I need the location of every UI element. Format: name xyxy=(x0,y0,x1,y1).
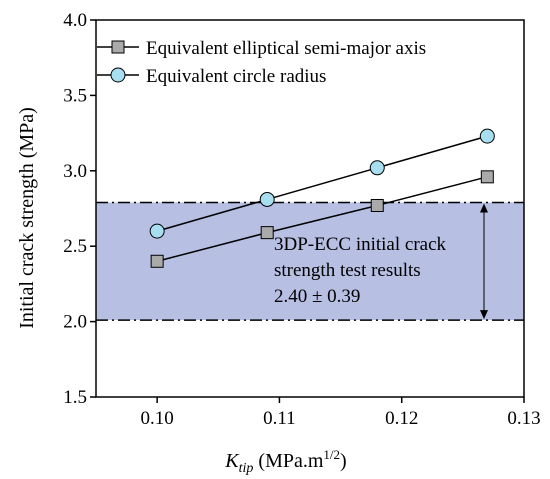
band-annotation: 3DP-ECC initial crack strength test resu… xyxy=(274,234,447,307)
series-markers xyxy=(149,128,495,268)
legend-marker-circle xyxy=(110,67,126,83)
series-lines xyxy=(156,135,488,263)
y-axis-label: Initial crack strength (MPa) xyxy=(16,107,38,329)
x-axis-label-rest: (MPa.m xyxy=(253,450,323,472)
x-tick-label-0: 0.10 xyxy=(141,408,174,429)
series-1-point-0 xyxy=(149,223,165,239)
y-tick-label-0: 1.5 xyxy=(63,387,87,408)
series-line-1 xyxy=(156,135,488,232)
x-axis-label-sub: tip xyxy=(239,461,254,476)
axis-ticks: 0.10 0.11 0.12 0.13 1.5 2.0 2.5 3.0 3.5 4.0 xyxy=(63,10,540,429)
plot-border xyxy=(95,19,525,398)
plot-frame xyxy=(95,19,525,398)
band-annotation-line-1: 3DP-ECC initial crack xyxy=(274,234,447,255)
series-0-point-0 xyxy=(150,254,164,268)
x-tick-label-1: 0.11 xyxy=(263,408,296,429)
band-annotation-line-2: strength test results xyxy=(274,260,421,281)
y-tick-label-2: 2.5 xyxy=(63,236,87,257)
series-0-point-3 xyxy=(480,170,494,184)
band-range-arrow-head-top xyxy=(480,203,488,213)
legend-label-circle: Equivalent circle radius xyxy=(146,66,326,87)
x-axis-label-main: K xyxy=(224,450,240,472)
series-1-point-1 xyxy=(259,191,275,207)
legend-label-ellipse: Equivalent elliptical semi-major axis xyxy=(146,38,426,59)
series-1-point-3 xyxy=(479,128,495,144)
x-tick-label-2: 0.12 xyxy=(385,408,418,429)
band-annotation-line-3: 2.40 ± 0.39 xyxy=(274,286,360,307)
x-axis-label: Ktip (MPa.m1/2) xyxy=(224,447,346,476)
y-tick-label-5: 4.0 xyxy=(63,10,87,31)
series-0-point-2 xyxy=(370,198,384,212)
x-axis-label-sup: 1/2 xyxy=(323,447,340,462)
x-axis-label-close: ) xyxy=(340,450,347,472)
y-tick-label-4: 3.5 xyxy=(63,85,87,106)
series-line-0 xyxy=(156,176,488,263)
x-tick-label-3: 0.13 xyxy=(507,408,540,429)
y-tick-label-1: 2.0 xyxy=(63,312,87,333)
band-range-arrow-head-bottom xyxy=(480,310,488,320)
y-tick-label-3: 3.0 xyxy=(63,161,87,182)
series-0-point-1 xyxy=(260,226,274,240)
series-1-point-2 xyxy=(369,160,385,176)
legend: Equivalent elliptical semi-major axis Eq… xyxy=(97,38,426,87)
legend-marker-ellipse xyxy=(111,40,125,54)
